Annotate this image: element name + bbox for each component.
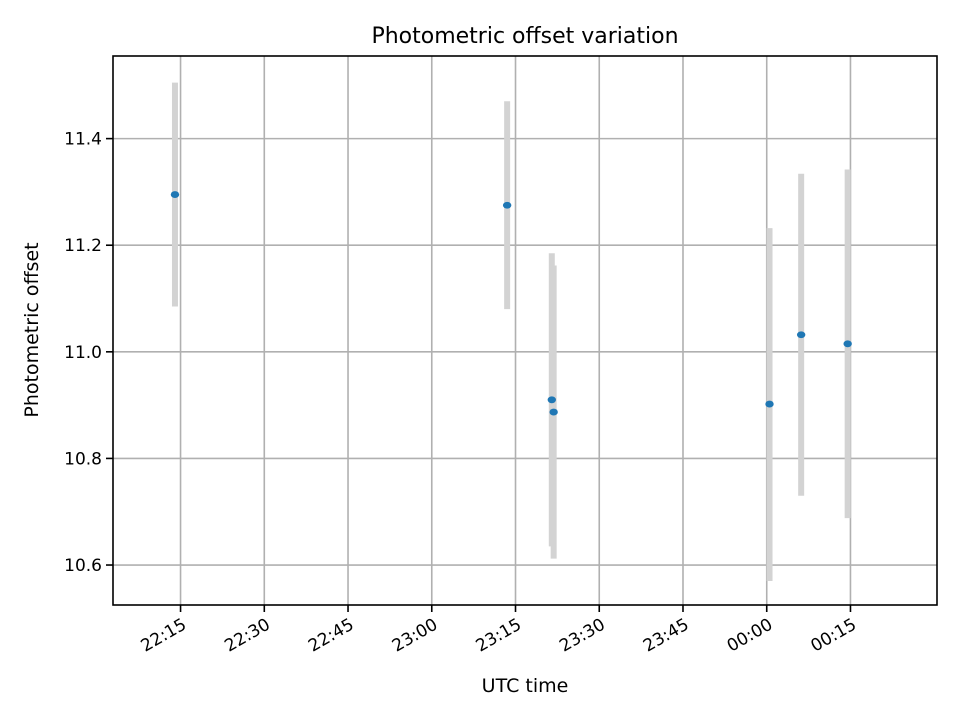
data-point [502,201,512,209]
data-point [796,331,806,339]
y-tick-label: 11.4 [64,130,102,150]
y-tick-label: 10.6 [64,556,102,576]
data-point [843,340,852,348]
plot-frame [112,55,938,606]
data-point [547,396,556,404]
data-points [170,191,852,416]
chart-title: Photometric offset variation [371,24,678,49]
y-tick-label: 11.2 [64,236,102,256]
x-axis-label: UTC time [482,675,569,697]
y-axis-ticks: 10.6 10.8 11.0 11.2 11.4 [64,130,113,576]
data-point [765,400,774,408]
y-tick-label: 10.8 [64,449,102,469]
y-tick-label: 11.0 [64,343,102,363]
data-point [170,191,180,198]
data-point [549,408,558,416]
y-axis-label: Photometric offset [21,242,43,417]
